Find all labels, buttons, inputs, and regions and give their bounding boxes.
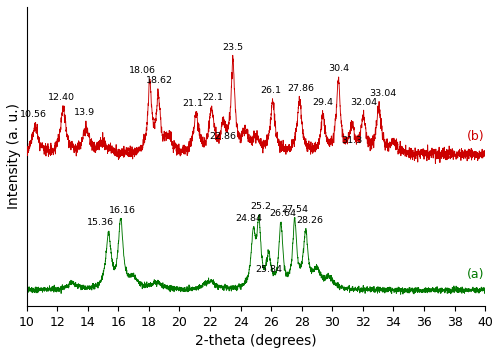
Y-axis label: Intensity (a. u.): Intensity (a. u.): [7, 103, 21, 209]
Text: 12.40: 12.40: [48, 93, 75, 102]
X-axis label: 2-theta (degrees): 2-theta (degrees): [195, 334, 316, 348]
Text: 22.1: 22.1: [202, 93, 224, 102]
Text: 16.16: 16.16: [108, 206, 136, 215]
Text: 27.86: 27.86: [288, 83, 314, 93]
Text: 27.54: 27.54: [281, 205, 308, 214]
Text: 29.4: 29.4: [312, 98, 334, 107]
Text: 26.64: 26.64: [269, 209, 296, 218]
Text: 13.9: 13.9: [74, 108, 95, 117]
Text: 23.5: 23.5: [222, 43, 244, 51]
Text: 10.56: 10.56: [20, 110, 47, 119]
Text: 32.04: 32.04: [350, 98, 377, 106]
Text: 18.62: 18.62: [146, 76, 174, 85]
Text: (a): (a): [467, 268, 484, 281]
Text: 15.36: 15.36: [87, 218, 115, 228]
Text: 30.4: 30.4: [328, 64, 349, 73]
Text: 22.86: 22.86: [210, 132, 236, 141]
Text: 24.84: 24.84: [236, 214, 262, 223]
Text: 26.1: 26.1: [260, 86, 281, 95]
Text: 28.26: 28.26: [296, 216, 324, 225]
Text: (b): (b): [467, 130, 484, 143]
Text: 21.1: 21.1: [182, 99, 204, 108]
Text: 18.06: 18.06: [128, 66, 156, 75]
Text: 25.2: 25.2: [250, 202, 271, 211]
Text: 31.3: 31.3: [342, 136, 362, 145]
Text: 33.04: 33.04: [370, 89, 397, 98]
Text: 25.84: 25.84: [255, 265, 282, 274]
